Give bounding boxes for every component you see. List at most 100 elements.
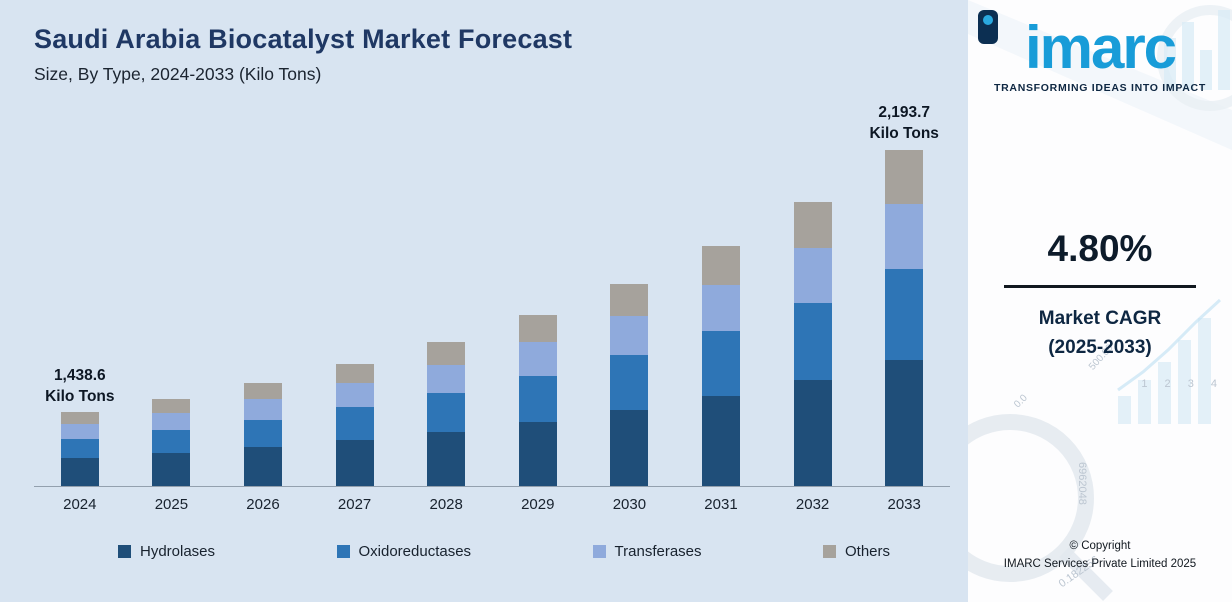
bar-segment-others: [793, 202, 832, 248]
bar-column-2030: [584, 101, 676, 486]
imarc-tagline: TRANSFORMING IDEAS INTO IMPACT: [994, 82, 1206, 94]
bar-segment-oxidoreductases: [335, 407, 374, 441]
x-axis-label-2024: 2024: [63, 496, 97, 513]
bar-segment-others: [243, 382, 282, 400]
bar-segment-others: [701, 246, 740, 285]
stacked-bar-2025: [152, 398, 191, 486]
imarc-logo: imarc TRANSFORMING IDEAS INTO IMPACT: [968, 0, 1232, 94]
bar-segment-transferases: [427, 364, 466, 393]
bar-segment-hydrolases: [885, 360, 924, 486]
stacked-bar-2033: [885, 150, 924, 486]
stacked-bar-2027: [335, 363, 374, 486]
decorative-axis-numbers: 1 2 3 4: [1141, 378, 1224, 390]
bar-column-2026: [217, 101, 309, 486]
stacked-bar-2029: [518, 314, 557, 486]
decorative-background-graphics: [968, 0, 1232, 601]
bar-column-2028: [400, 101, 492, 486]
legend-label: Others: [844, 543, 890, 560]
x-axis-label-2026: 2026: [246, 496, 280, 513]
legend-swatch-icon: [822, 545, 836, 558]
bar-segment-oxidoreductases: [427, 392, 466, 432]
x-axis: 2024 2025 2026 2027 2028 2029 2030 2031 2032 2033: [34, 487, 950, 513]
bar-segment-transferases: [243, 399, 282, 420]
bar-segment-oxidoreductases: [701, 331, 740, 397]
bar-segment-hydrolases: [243, 447, 282, 486]
bar-column-2033: 2,193.7 Kilo Tons: [858, 101, 950, 486]
bar-segment-hydrolases: [335, 440, 374, 486]
bar-segment-others: [335, 363, 374, 384]
stacked-bar-2028: [427, 341, 466, 486]
bar-segment-oxidoreductases: [243, 419, 282, 448]
legend-label: Hydrolases: [140, 543, 216, 560]
x-axis-label-2025: 2025: [154, 496, 189, 513]
stacked-bar-2030: [610, 283, 649, 486]
bar-segment-oxidoreductases: [60, 438, 99, 459]
bar-segment-oxidoreductases: [793, 303, 832, 380]
bar-segment-transferases: [60, 424, 99, 439]
bar-segment-hydrolases: [793, 379, 832, 486]
bar-segment-oxidoreductases: [610, 355, 649, 411]
bar-column-2025: [126, 101, 218, 486]
imarc-logo-mark: [978, 10, 998, 44]
legend-item-others: Others: [822, 543, 890, 560]
cagr-divider-line: [1004, 285, 1196, 288]
bar-segment-transferases: [610, 315, 649, 356]
stacked-bar-2026: [243, 382, 282, 486]
page-subtitle: Size, By Type, 2024-2033 (Kilo Tons): [34, 64, 322, 84]
bar-segment-others: [427, 341, 466, 365]
bar-segment-transferases: [335, 383, 374, 408]
bar-column-2031: [675, 101, 767, 486]
bar-column-2027: [309, 101, 401, 486]
x-axis-label-2033: 2033: [887, 496, 921, 513]
bar-segment-transferases: [152, 412, 191, 430]
x-axis-label-2030: 2030: [612, 496, 647, 513]
logo-dot-icon: [983, 15, 993, 25]
bar-segment-hydrolases: [60, 458, 99, 486]
bar-segment-hydrolases: [152, 453, 191, 486]
legend-swatch-icon: [592, 545, 606, 558]
bar-segment-hydrolases: [610, 410, 649, 486]
legend-swatch-icon: [336, 545, 350, 558]
bar-segment-oxidoreductases: [152, 429, 191, 454]
bar-segment-transferases: [793, 247, 832, 304]
bar-segment-hydrolases: [427, 431, 466, 486]
bar-segment-others: [610, 283, 649, 316]
cagr-label: Market CAGR: [1038, 308, 1162, 329]
copyright-block: © Copyright IMARC Services Private Limit…: [968, 538, 1232, 574]
bars-plot-area: 1,438.6 Kilo Tons 2,193.7 Kilo Tons: [34, 101, 950, 487]
copyright-line: © Copyright: [1069, 540, 1131, 553]
bar-column-2024: 1,438.6 Kilo Tons: [34, 101, 126, 486]
bar-segment-hydrolases: [701, 396, 740, 486]
bar-segment-others: [60, 412, 99, 425]
bar-segment-oxidoreductases: [885, 269, 924, 360]
chart-legend: Hydrolases Oxidoreductases Transferases Oth…: [118, 543, 890, 560]
cagr-value: 4.80%: [1047, 228, 1153, 269]
legend-swatch-icon: [118, 545, 131, 558]
bar-segment-others: [152, 398, 191, 413]
stacked-bar-2031: [701, 246, 740, 486]
page-title: Saudi Arabia Biocatalyst Market Forecast: [34, 24, 573, 54]
bar-segment-others: [885, 150, 924, 204]
x-axis-label-2028: 2028: [429, 496, 463, 513]
legend-label: Transferases: [614, 543, 702, 560]
chart-panel: Saudi Arabia Biocatalyst Market Forecast…: [0, 0, 968, 602]
bar-total-label: 1,438.6 Kilo Tons: [45, 366, 115, 405]
legend-item-transferases: Transferases: [592, 543, 702, 560]
bar-column-2032: [767, 101, 859, 486]
bar-segment-oxidoreductases: [518, 375, 557, 422]
brand-side-panel: 1 2 3 4 0.0 500.00 6962048 0.182256 imar…: [968, 0, 1232, 602]
bar-segment-others: [518, 314, 557, 343]
bar-total-label: 2,193.7 Kilo Tons: [869, 104, 939, 143]
x-axis-label-2032: 2032: [795, 496, 830, 513]
imarc-logo-text: imarc: [1024, 14, 1177, 81]
cagr-period: (2025-2033): [1048, 336, 1152, 358]
stacked-bar-2024: [60, 412, 99, 486]
copyright-company: IMARC Services Private Limited 2025: [1003, 558, 1197, 571]
stacked-bar-chart: 1,438.6 Kilo Tons 2,193.7 Kilo Tons 2024 202…: [34, 101, 950, 560]
bar-segment-hydrolases: [518, 421, 557, 486]
legend-item-oxidoreductases: Oxidoreductases: [336, 543, 472, 560]
legend-label: Oxidoreductases: [358, 543, 472, 560]
bar-segment-transferases: [885, 203, 924, 270]
market-cagr-block: 4.80% Market CAGR (2025-2033): [968, 228, 1232, 362]
bar-segment-transferases: [518, 342, 557, 376]
